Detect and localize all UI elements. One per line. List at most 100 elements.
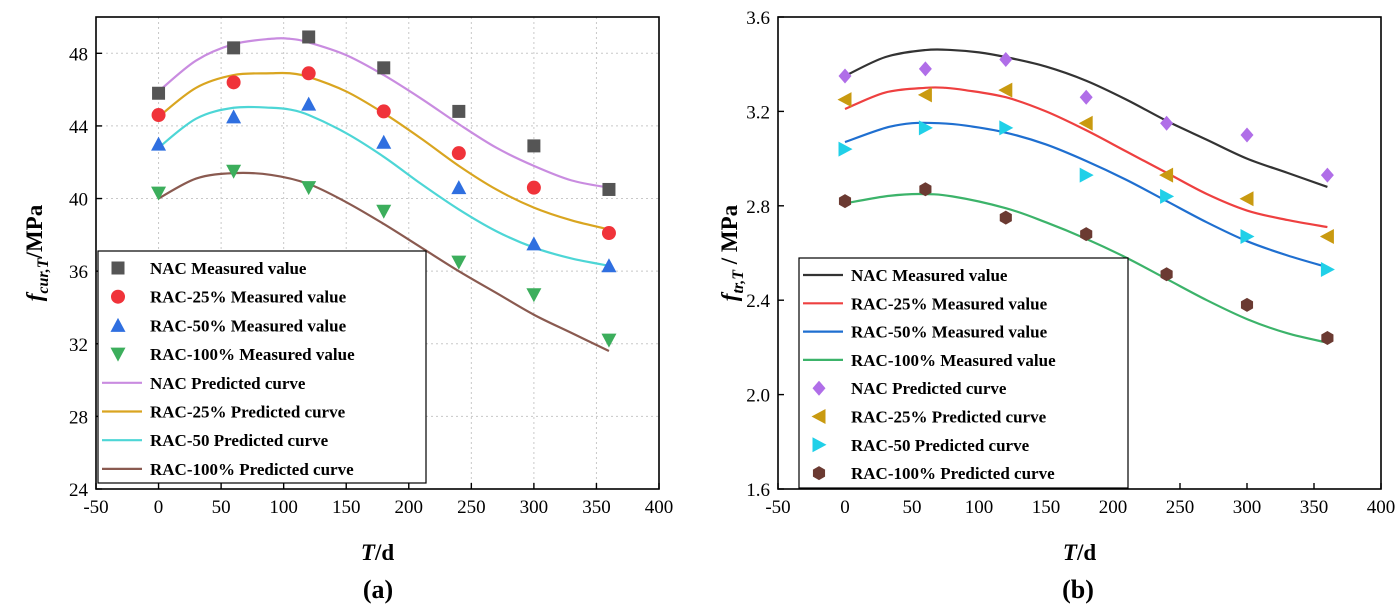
data-point [377, 61, 391, 75]
y-tick-label: 28 [69, 407, 88, 428]
series-line-6 [157, 105, 610, 267]
data-point [1320, 262, 1335, 278]
y-axis-title: fcur,T/MPa [22, 204, 52, 301]
legend: NAC Measured value RAC-25% Measured value… [97, 250, 427, 484]
x-axis-title-variable: T [361, 540, 376, 565]
data-point [838, 194, 852, 209]
legend-marker-swatch [812, 437, 827, 453]
x-tick-label: 250 [1166, 497, 1195, 518]
y-axis-title: ftr,T / MPa [717, 204, 747, 301]
x-tick-label: 400 [645, 497, 674, 518]
y-tick-label: 32 [69, 335, 88, 356]
y-tick-label: 36 [69, 262, 88, 283]
x-axis: -50 0 50 100 150 200 250 300 350 400 [765, 483, 1395, 518]
y-axis-title-symbol: f [717, 291, 742, 301]
panel-label: (b) [1062, 575, 1094, 604]
data-point [526, 236, 542, 251]
data-point [1319, 228, 1334, 244]
legend-label: RAC-100% Measured value [851, 351, 1056, 370]
data-point [999, 51, 1013, 67]
data-point [1160, 267, 1173, 282]
x-tick-label: 50 [903, 497, 922, 518]
y-tick-label: 2.4 [746, 291, 770, 312]
data-point [999, 120, 1014, 136]
data-point [452, 104, 466, 118]
data-point [301, 181, 317, 196]
series-markers-2 [838, 120, 1335, 278]
x-tick-label: 50 [212, 497, 231, 518]
data-point [1080, 227, 1093, 242]
data-point [1159, 167, 1174, 183]
y-tick-label: 48 [69, 44, 88, 65]
series-markers-0 [838, 51, 1334, 183]
series-line-4 [844, 48, 1328, 188]
data-point [838, 141, 853, 157]
x-tick-label: 0 [154, 497, 164, 518]
series-markers-3 [838, 182, 1334, 345]
legend-box [798, 257, 1129, 489]
x-axis: -50 0 50 100 150 200 250 300 350 400 [83, 483, 673, 518]
plot-frame [95, 16, 660, 490]
data-point [301, 66, 316, 81]
x-tick-label: 250 [457, 497, 486, 518]
legend-marker-swatch [110, 347, 126, 362]
series-markers-0 [152, 30, 616, 196]
data-point [998, 82, 1013, 98]
legend-label: NAC Predicted curve [150, 374, 306, 393]
data-point [601, 258, 617, 273]
data-point [1240, 297, 1254, 312]
data-point [1240, 127, 1254, 143]
data-point [151, 186, 167, 201]
x-axis-title: T/d [1063, 540, 1096, 565]
data-point [1321, 330, 1334, 345]
x-tick-label: 200 [395, 497, 424, 518]
y-axis-title-symbol: f [22, 291, 47, 301]
data-point [226, 75, 241, 90]
y-tick-label: 24 [69, 480, 89, 501]
y-tick-label: 44 [69, 117, 89, 138]
series-line-5 [157, 71, 610, 231]
y-tick-label: 3.6 [746, 8, 770, 29]
data-point [1240, 228, 1255, 244]
legend-label: RAC-100% Measured value [150, 345, 355, 364]
x-tick-label: 0 [840, 497, 850, 518]
legend-label: RAC-25% Predicted curve [150, 403, 346, 422]
data-point [152, 86, 166, 100]
data-point [301, 96, 317, 111]
x-tick-label: 300 [1233, 497, 1262, 518]
legend-marker-swatch [812, 466, 826, 481]
x-tick-label: 150 [1032, 497, 1061, 518]
panel-label: (a) [363, 575, 393, 604]
x-tick-label: 300 [520, 497, 549, 518]
data-point [918, 120, 933, 136]
legend-marker-swatch [110, 317, 126, 332]
y-axis: 24 28 32 36 40 44 48 [69, 44, 102, 501]
x-tick-label: -50 [765, 497, 790, 518]
y-axis-title-subscript: cur,T [35, 257, 52, 293]
legend-label: RAC-50% Measured value [150, 316, 347, 335]
data-point [1239, 191, 1254, 207]
data-point [1079, 167, 1094, 183]
data-point [376, 104, 391, 119]
data-point [451, 255, 467, 270]
y-axis-title-unit: /MPa [22, 204, 47, 259]
legend-label: RAC-50 Predicted curve [150, 431, 329, 450]
data-point [151, 108, 166, 123]
x-axis-title: T/d [361, 540, 394, 565]
data-point [527, 139, 541, 153]
data-point [526, 288, 542, 303]
legend-box [97, 250, 427, 484]
legend-label: NAC Measured value [851, 266, 1008, 285]
data-point [601, 333, 617, 348]
y-tick-label: 40 [69, 190, 88, 211]
legend-label: RAC-50 Predicted curve [851, 436, 1030, 455]
y-tick-label: 2.8 [746, 197, 770, 218]
data-point [226, 109, 242, 124]
data-point [918, 61, 932, 77]
data-point [151, 136, 167, 151]
x-axis-title-variable: T [1063, 540, 1078, 565]
x-tick-label: 350 [1300, 497, 1329, 518]
legend-label: RAC-50% Measured value [851, 323, 1048, 342]
x-tick-label: 100 [269, 497, 298, 518]
plot-frame [777, 16, 1382, 490]
